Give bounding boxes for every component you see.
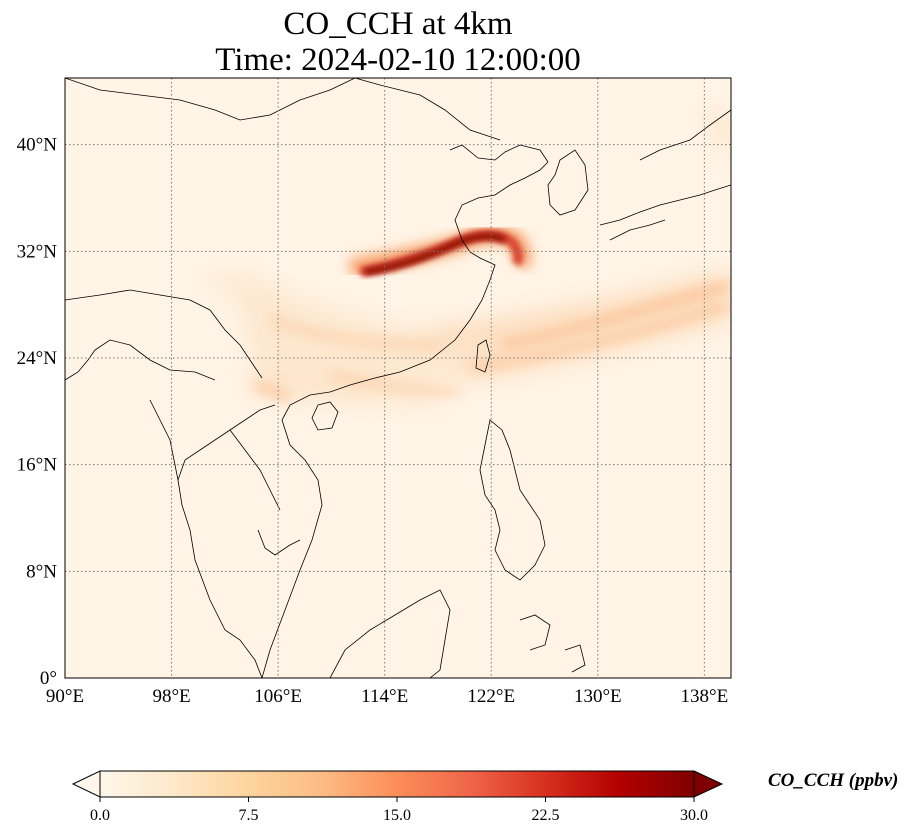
y-tick-label: 16°N xyxy=(17,455,58,476)
colorbar: 0.0 7.5 15.0 22.5 30.0 xyxy=(71,770,724,824)
gridlines xyxy=(65,78,731,678)
x-tick-label: 106°E xyxy=(254,686,302,707)
colorbar-title: CO_CCH (ppbv) xyxy=(768,770,899,791)
map-frame xyxy=(64,77,732,679)
colorbar-tick-label: 0.0 xyxy=(90,807,110,824)
plume-high xyxy=(348,225,532,277)
colorbar-tick-label: 30.0 xyxy=(680,807,708,824)
colorbar-extend-max xyxy=(693,770,724,798)
x-tick-label: 90°E xyxy=(46,686,84,707)
map-field xyxy=(65,78,731,678)
x-tick-label: 138°E xyxy=(681,686,729,707)
y-tick-label: 8°N xyxy=(26,561,57,582)
x-tick-label: 130°E xyxy=(574,686,622,707)
y-tick-label: 32°N xyxy=(17,241,58,262)
x-tick-label: 98°E xyxy=(152,686,190,707)
coastlines xyxy=(65,78,731,678)
x-tick-label: 114°E xyxy=(361,686,408,707)
plume-mid xyxy=(253,282,731,402)
colorbar-tick-label: 22.5 xyxy=(532,807,560,824)
y-tick-label: 0° xyxy=(40,668,57,689)
colorbar-ticks: 0.0 7.5 15.0 22.5 30.0 xyxy=(90,797,708,824)
x-tick-label: 122°E xyxy=(467,686,515,707)
y-tick-labels: 0° 8°N 16°N 24°N 32°N 40°N xyxy=(17,135,58,689)
colorbar-gradient xyxy=(99,770,695,798)
colorbar-tick-label: 7.5 xyxy=(239,807,259,824)
y-tick-label: 24°N xyxy=(17,348,58,369)
plot-subtitle: Time: 2024-02-10 12:00:00 xyxy=(215,42,581,78)
y-tick-label: 40°N xyxy=(17,135,58,156)
plot-title: CO_CCH at 4km xyxy=(283,6,513,42)
colorbar-extend-min xyxy=(71,770,101,798)
x-tick-labels: 90°E 98°E 106°E 114°E 122°E 130°E 138°E xyxy=(46,686,728,707)
colorbar-tick-label: 15.0 xyxy=(383,807,411,824)
